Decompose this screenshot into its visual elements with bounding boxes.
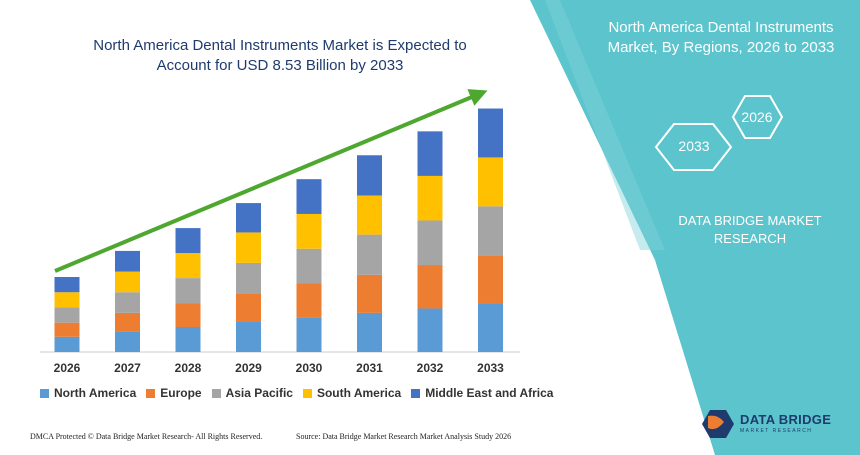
bar-segment-2033-south-america [478,157,503,207]
legend-swatch [40,388,49,398]
logo-tagline: MARKET RESEARCH [740,428,813,434]
bar-segment-2028-europe [175,303,201,327]
bar-segment-2029-asia-pacific [236,262,261,294]
x-tick-label-2029: 2029 [235,361,262,375]
bar-segment-2026-europe [54,322,80,337]
bar-segment-2028-north-america [175,327,201,352]
logo-name: DATA BRIDGE [740,412,832,427]
legend-item-asia-pacific: Asia Pacific [211,386,293,400]
x-tick-label-2027: 2027 [114,361,141,375]
bar-segment-2027-europe [115,312,140,332]
bar-segment-2027-south-america [115,271,140,293]
chart-title: North America Dental Instruments Market … [60,36,500,76]
chart-title-line-1: North America Dental Instruments Market … [93,37,467,54]
trend-arrow-line [54,93,477,273]
bar-segment-2032-south-america [417,175,443,221]
bar-segment-2026-middle-east-and-africa [54,277,80,293]
bar-segment-2029-north-america [236,321,261,352]
chart-title-line-2: Account for USD 8.53 Billion by 2033 [156,57,404,74]
bar-segment-2032-middle-east-and-africa [417,131,443,176]
bar-segment-2033-asia-pacific [478,206,503,256]
legend-label: Asia Pacific [225,386,293,400]
bar-segment-2026-south-america [54,292,80,308]
bar-segment-2028-asia-pacific [175,278,201,304]
panel-title: North America Dental Instruments Market,… [592,18,850,58]
legend-swatch [211,388,221,398]
bar-segment-2033-north-america [478,303,503,352]
brand-line-2: RESEARCH [713,231,787,246]
x-tick-label-2026: 2026 [54,361,81,375]
brand-line-1: DATA BRIDGE MARKET [678,213,822,228]
hex-outline-a [731,95,784,139]
legend-item-north-america: North America [40,386,136,400]
legend-item-south-america: South America [302,386,402,400]
footer-source: Source: Data Bridge Market Research Mark… [296,432,512,441]
teal-panel [530,0,860,455]
bar-segment-2029-south-america [236,232,261,263]
hex-label-start-year: 2026 [741,109,773,125]
x-tick-label-2028: 2028 [175,361,202,375]
bar-segment-2031-asia-pacific [357,234,382,275]
hex-outline-b [654,123,733,171]
legend-swatch [411,388,421,398]
legend-swatch [146,388,156,398]
legend: North America Europe Asia Pacific South Ame… [40,386,553,400]
bar-segment-2026-north-america [54,336,80,352]
legend-label: North America [54,386,137,400]
panel-title-line-2: Market, By Regions, 2026 to 2033 [607,39,835,56]
bar-segment-2031-north-america [357,312,382,352]
teal-panel-accent [545,0,665,250]
bar-segment-2027-asia-pacific [115,292,140,313]
legend-item-europe: Europe [146,386,202,400]
x-tick-label-2033: 2033 [477,361,504,375]
legend-swatch [302,388,312,398]
bar-segment-2030-south-america [296,213,322,249]
bar-segment-2027-middle-east-and-africa [115,250,140,272]
bar-segment-2033-middle-east-and-africa [478,108,503,158]
bar-segment-2032-north-america [417,308,443,352]
logo-mark-accent-icon [708,415,724,430]
trend-arrow-head-icon [467,89,488,106]
x-tick-label-2032: 2032 [417,361,444,375]
bar-segment-2030-europe [296,283,322,318]
bar-segment-2030-north-america [296,317,322,352]
legend-item-middle-east-and-africa: Middle East and Africa [411,386,553,400]
bar-segment-2031-middle-east-and-africa [357,155,382,196]
brand-text: DATA BRIDGE MARKET RESEARCH [660,212,840,248]
bar-segment-2028-south-america [175,253,201,279]
hex-label-end-year: 2033 [678,138,710,154]
bar-segment-2027-north-america [115,331,140,352]
footer-copyright: DMCA Protected © Data Bridge Market Rese… [30,432,263,441]
bar-segment-2031-europe [357,274,382,313]
bar-segment-2026-asia-pacific [54,307,80,323]
panel-title-line-1: North America Dental Instruments [608,19,834,36]
bar-segment-2031-south-america [357,195,382,235]
legend-label: Europe [160,386,202,400]
legend-label: South America [316,386,402,400]
bar-segment-2033-europe [478,255,503,304]
x-tick-label-2030: 2030 [296,361,323,375]
bar-segment-2029-middle-east-and-africa [236,203,261,233]
x-tick-label-2031: 2031 [356,361,383,375]
bar-segment-2028-middle-east-and-africa [175,228,201,254]
bar-segment-2029-europe [236,293,261,322]
bar-segment-2030-middle-east-and-africa [296,179,322,214]
bar-segment-2032-asia-pacific [417,220,443,266]
legend-label: Middle East and Africa [425,386,554,400]
bar-segment-2032-europe [417,265,443,309]
bar-segment-2030-asia-pacific [296,248,322,284]
